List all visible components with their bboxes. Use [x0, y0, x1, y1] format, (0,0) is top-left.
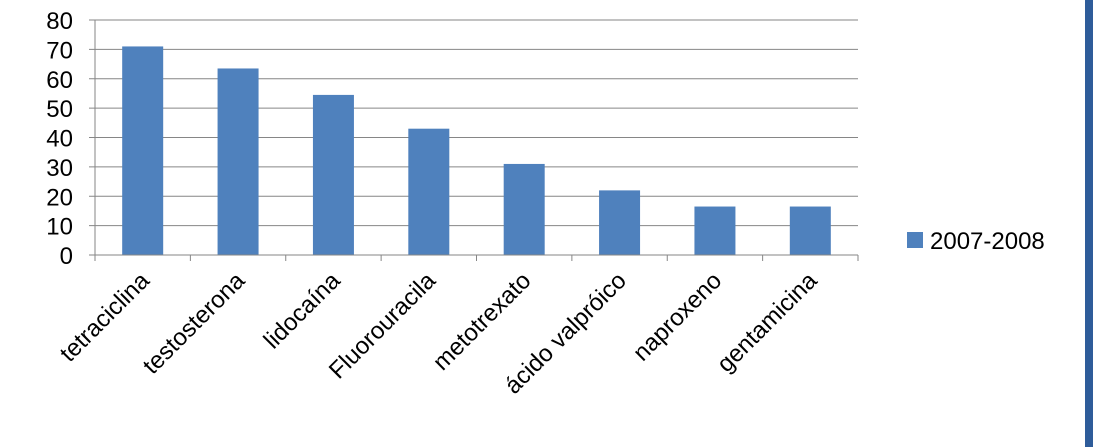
- y-tick-label: 70: [46, 37, 73, 64]
- legend-swatch-2007-2008: [907, 232, 923, 248]
- bar-testosterona: [217, 68, 259, 255]
- bar-ácido-valpróico: [599, 190, 641, 255]
- frame-border: [1085, 0, 1093, 447]
- y-tick-label: 20: [46, 184, 73, 211]
- gridlines: [95, 19, 858, 227]
- x-tick-label: testosterona: [138, 267, 251, 380]
- bar-fluorouracila: [408, 128, 450, 255]
- y-tick-label: 50: [46, 96, 73, 123]
- axes: [89, 19, 859, 261]
- x-tick-label: naproxeno: [628, 267, 727, 366]
- y-tick-label: 10: [46, 214, 73, 241]
- y-tick-label: 40: [46, 126, 73, 153]
- y-tick-label: 0: [60, 243, 73, 270]
- bar-gentamicina: [789, 206, 831, 255]
- bar-lidocaína: [312, 94, 354, 255]
- y-tick-label: 80: [46, 8, 73, 35]
- x-tick-label: gentamicina: [712, 267, 823, 378]
- bar-tetraciclina: [122, 46, 164, 255]
- legend-label-2007-2008: 2007-2008: [930, 228, 1045, 255]
- legend: 2007-2008: [907, 228, 1045, 255]
- y-tick-label: 60: [46, 67, 73, 94]
- y-tick-label: 30: [46, 155, 73, 182]
- bar-naproxeno: [694, 206, 736, 255]
- bar-metotrexato: [503, 163, 545, 255]
- bars: [122, 46, 831, 255]
- x-tick-label: lidocaína: [259, 267, 346, 354]
- x-tick-label: tetraciclina: [55, 267, 156, 368]
